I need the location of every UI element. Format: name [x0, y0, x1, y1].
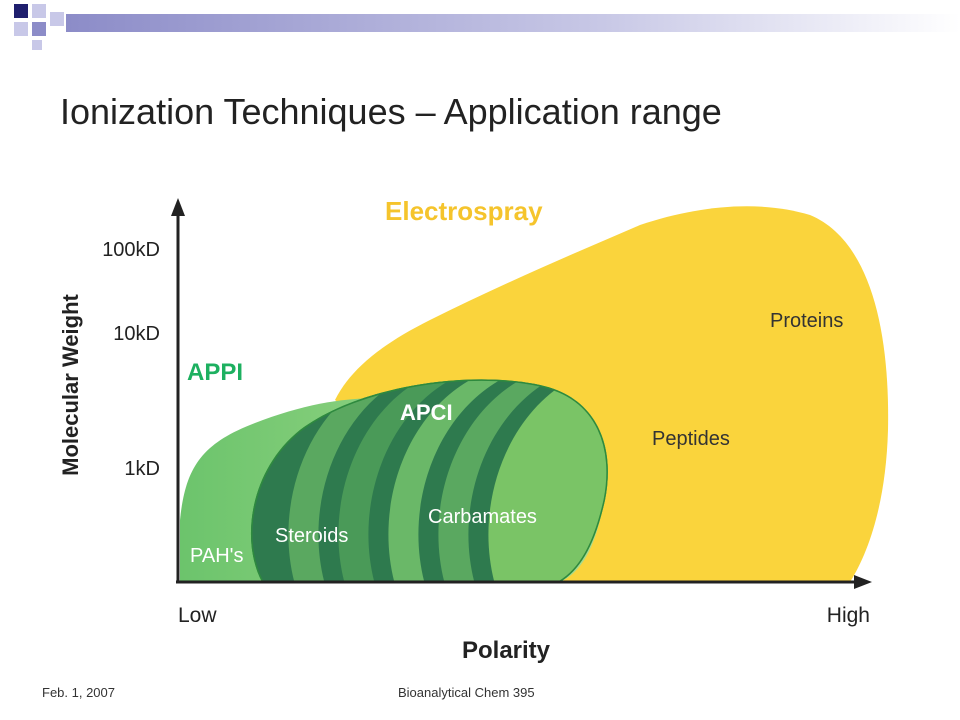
item-label: PAH's: [190, 545, 243, 567]
y-tick-label: 100kD: [102, 239, 160, 261]
x-axis-label: Polarity: [462, 637, 551, 664]
axes: [171, 198, 872, 589]
item-label: Steroids: [275, 525, 348, 547]
x-tick-label: Low: [178, 604, 217, 627]
item-label: Proteins: [770, 310, 843, 332]
slide-title: Ionization Techniques – Application rang…: [60, 91, 722, 132]
item-label: Peptides: [652, 428, 730, 450]
region-label: APCI: [400, 400, 453, 425]
header-decoration: [14, 4, 960, 50]
y-tick-label: 10kD: [113, 323, 160, 345]
footer-date: Feb. 1, 2007: [42, 685, 115, 700]
y-tick-label: 1kD: [124, 458, 160, 480]
item-label: Carbamates: [428, 506, 537, 528]
x-tick-label: High: [827, 604, 870, 627]
region-label: APPI: [187, 359, 243, 386]
y-axis-label: Molecular Weight: [58, 293, 83, 475]
region-label: Electrospray: [385, 196, 543, 226]
apci-region: [250, 379, 608, 582]
footer-course: Bioanalytical Chem 395: [398, 685, 535, 700]
